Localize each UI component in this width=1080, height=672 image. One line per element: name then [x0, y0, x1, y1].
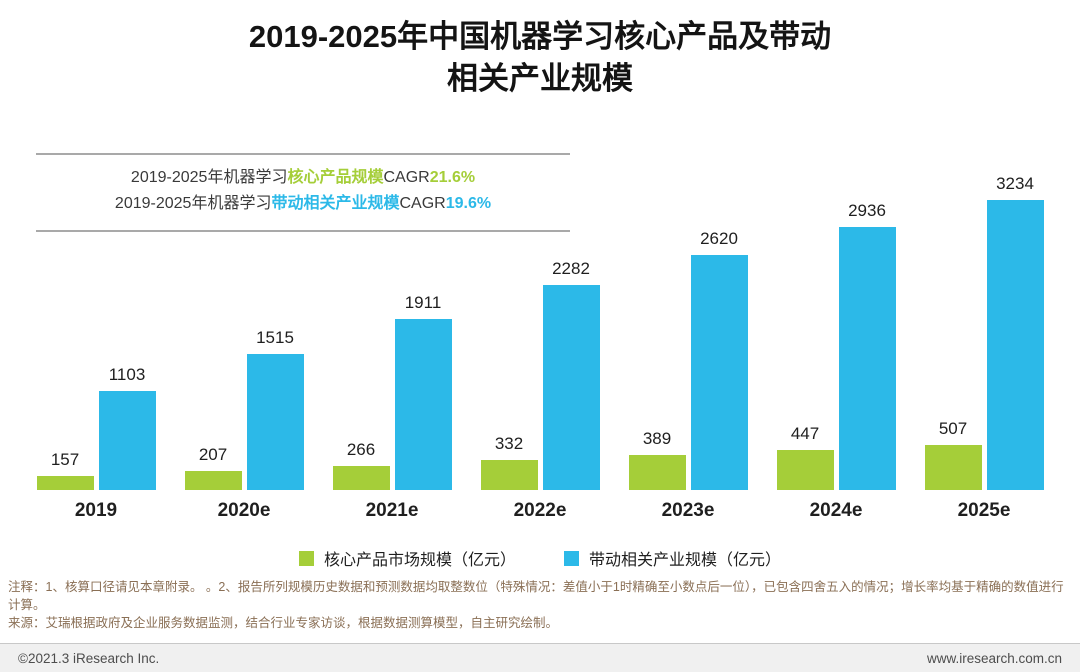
bar — [628, 455, 686, 490]
bar-value-label: 157 — [50, 450, 80, 469]
cagr-core-label: CAGR — [383, 169, 430, 186]
bar — [924, 445, 982, 490]
legend-label-core: 核心产品市场规模（亿元） — [323, 552, 516, 569]
cagr-core-prefix: 2019-2025年机器学习 — [130, 169, 288, 186]
bar-pair: 207 1515 — [184, 185, 304, 490]
cagr-related-value: 19.6% — [445, 195, 492, 213]
bar-value-label: 447 — [790, 424, 820, 443]
bar-plot: 157 1103 207 1515 266 1911 332 2282 389 2620 447 29… — [22, 174, 1058, 490]
x-axis-label-2023e: 2023e — [661, 500, 715, 521]
bar — [690, 255, 748, 490]
x-axis-label-2021e: 2021e — [365, 500, 419, 521]
bar-value-label: 2936 — [848, 201, 886, 220]
bar — [246, 354, 304, 490]
bar-pair: 332 2282 — [480, 185, 600, 490]
bar-value-label: 266 — [346, 440, 376, 459]
bar-core-2020e: 207 — [184, 445, 242, 490]
chart-group-2024e: 447 2936 — [776, 185, 896, 490]
bar — [98, 391, 156, 490]
bar-value-label: 1515 — [256, 328, 294, 347]
chart-group-2019: 157 1103 — [36, 185, 156, 490]
bar-pair: 266 1911 — [332, 185, 452, 490]
chart-group-2023e: 389 2620 — [628, 185, 748, 490]
bar-value-label: 507 — [938, 419, 968, 438]
bar-value-label: 3234 — [996, 174, 1034, 193]
x-axis-label-2024e: 2024e — [809, 500, 863, 521]
bar-related-2025e: 3234 — [986, 174, 1044, 490]
bar-pair: 157 1103 — [36, 185, 156, 490]
bar-related-2022e: 2282 — [542, 259, 600, 490]
bar-value-label: 1103 — [108, 365, 146, 384]
bar-value-label: 2620 — [700, 229, 738, 248]
bar-value-label: 389 — [642, 429, 672, 448]
bar-core-2019: 157 — [36, 450, 94, 490]
legend-swatch-related-icon — [564, 550, 579, 566]
chart-group-2022e: 332 2282 — [480, 185, 600, 490]
bar-core-2022e: 332 — [480, 434, 538, 490]
bar — [986, 200, 1044, 490]
bar-core-2025e: 507 — [924, 419, 982, 490]
bar — [776, 450, 834, 490]
bar-related-2024e: 2936 — [838, 201, 896, 490]
bar-core-2023e: 389 — [628, 429, 686, 490]
bar-related-2019: 1103 — [98, 365, 156, 490]
x-axis-label-2025e: 2025e — [957, 500, 1011, 521]
chart-group-2025e: 507 3234 — [924, 174, 1044, 490]
bar-value-label: 2282 — [552, 259, 590, 278]
legend-label-related: 带动相关产业规模（亿元） — [589, 552, 782, 569]
bar-related-2023e: 2620 — [690, 229, 748, 490]
bar — [542, 285, 600, 490]
chart-group-2021e: 266 1911 — [332, 185, 452, 490]
legend-item-related: 带动相关产业规模（亿元） — [564, 546, 781, 570]
cagr-line-related: 2019-2025年机器学习带动相关产业规模CAGR19.6% — [36, 191, 570, 217]
x-axis-label-2019: 2019 — [74, 500, 118, 521]
bar — [480, 460, 538, 490]
bar-value-label: 332 — [494, 434, 524, 453]
bar-core-2024e: 447 — [776, 424, 834, 490]
x-axis: 2019 2020e 2021e 2022e 2023e 2024e 2025e — [22, 500, 1058, 522]
bar-pair: 447 2936 — [776, 185, 896, 490]
bar — [332, 466, 390, 490]
bar-core-2021e: 266 — [332, 440, 390, 490]
bar — [394, 319, 452, 490]
bar-related-2021e: 1911 — [394, 293, 452, 490]
cagr-related-label: CAGR — [399, 195, 446, 213]
footer-url: www.iresearch.com.cn — [926, 650, 1062, 666]
bar — [36, 476, 94, 490]
legend-item-core: 核心产品市场规模（亿元） — [298, 546, 516, 570]
page-title: 2019-2025年中国机器学习核心产品及带动 相关产业规模 — [0, 16, 1080, 100]
cagr-core-highlight: 核心产品规模 — [287, 169, 384, 186]
cagr-annotation-box: 2019-2025年机器学习核心产品规模CAGR21.6% 2019-2025年… — [36, 153, 570, 232]
cagr-line-core: 2019-2025年机器学习核心产品规模CAGR21.6% — [36, 165, 570, 191]
page-footer: ©2021.3 iResearch Inc. www.iresearch.com… — [0, 643, 1080, 672]
footer-copyright: ©2021.3 iResearch Inc. — [18, 650, 160, 666]
footnote-source: 来源：艾瑞根据政府及企业服务数据监测，结合行业专家访谈，根据数据测算模型，自主研… — [8, 616, 559, 631]
bar — [184, 471, 242, 490]
cagr-core-value: 21.6% — [429, 169, 476, 186]
page-title-line2: 相关产业规模 — [447, 60, 633, 96]
bar-pair: 389 2620 — [628, 185, 748, 490]
x-axis-label-2020e: 2020e — [217, 500, 271, 521]
bar-pair: 507 3234 — [924, 174, 1044, 490]
page-title-line1: 2019-2025年中国机器学习核心产品及带动 — [248, 19, 832, 54]
chart-group-2020e: 207 1515 — [184, 185, 304, 490]
cagr-related-highlight: 带动相关产业规模 — [271, 195, 400, 213]
cagr-related-prefix: 2019-2025年机器学习 — [114, 195, 272, 213]
chart-legend: 核心产品市场规模（亿元） 带动相关产业规模（亿元） — [0, 546, 1080, 570]
bar-related-2020e: 1515 — [246, 328, 304, 490]
bar — [838, 227, 896, 490]
bar-value-label: 207 — [198, 445, 228, 464]
footnotes: 注释：1、核算口径请见本章附录。 。2、报告所列规模历史数据和预测数据均取整数位… — [8, 578, 1074, 632]
legend-swatch-core-icon — [298, 550, 314, 566]
bar-value-label: 1911 — [404, 293, 442, 312]
x-axis-label-2022e: 2022e — [513, 500, 567, 521]
footnote-remark: 注释：1、核算口径请见本章附录。 。2、报告所列规模历史数据和预测数据均取整数位… — [8, 580, 1064, 613]
